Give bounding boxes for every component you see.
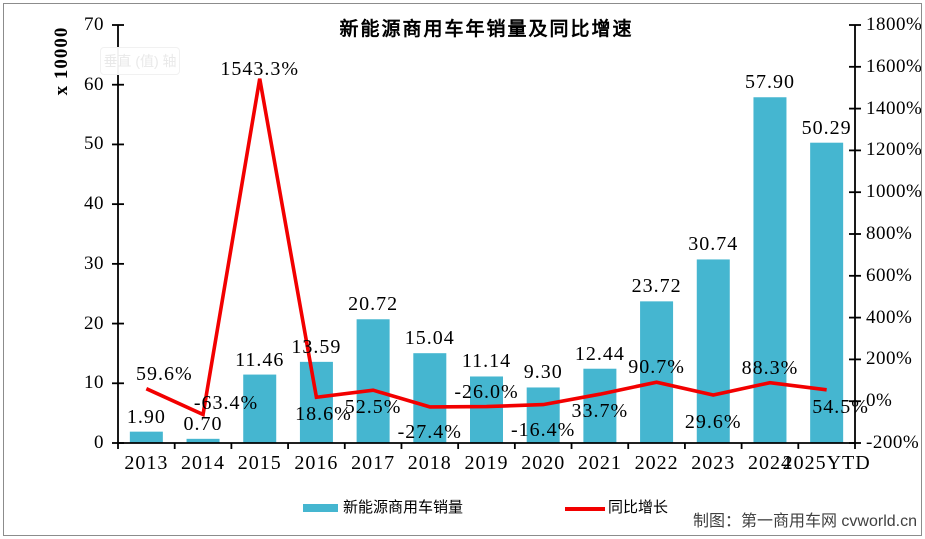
right-axis-tick-label: 800% [866, 223, 913, 244]
growth-line [145, 78, 827, 418]
x-tick-label-2016: 2016 [294, 452, 339, 474]
growth-value-label: 59.6% [136, 362, 193, 385]
left-axis-tick-label: 70 [84, 14, 104, 35]
growth-value-label: 88.3% [741, 356, 799, 379]
attribution-credit: 制图：第一商用车网 cvworld.cn [692, 513, 917, 530]
x-tick-label-2024: 2024 [747, 452, 792, 474]
x-tick-label-2025YTD: 2025YTD [782, 452, 871, 474]
bar-value-label: 15.04 [404, 327, 455, 350]
growth-value-label: 54.5% [812, 395, 869, 418]
growth-value-label: -26.0% [454, 380, 519, 403]
legend-bar-label: 新能源商用车销量 [343, 499, 464, 516]
bar-2017 [356, 319, 390, 443]
x-tick-label-2017: 2017 [351, 452, 396, 474]
bar-value-label: 11.14 [461, 350, 512, 373]
x-tick-label-2013: 2013 [124, 452, 169, 474]
growth-value-label: 18.6% [295, 403, 352, 426]
left-axis-tick-label: 10 [84, 372, 104, 394]
x-tick-label-2020: 2020 [521, 452, 566, 474]
chart-title: 新能源商用车年销量及同比增速 [339, 19, 634, 40]
bar-value-label: 9.30 [523, 361, 563, 384]
right-axis-tick-label: 0% [866, 390, 893, 412]
x-tick-label-2023: 2023 [691, 452, 736, 474]
left-axis-tick-label: 40 [84, 193, 104, 215]
bar-2019 [470, 376, 503, 443]
left-axis-tick-label: 60 [84, 73, 104, 95]
x-tick-label-2018: 2018 [407, 452, 452, 474]
x-tick-label-2019: 2019 [464, 452, 509, 474]
bar-2018 [413, 353, 447, 443]
bar-value-label: 12.44 [574, 342, 625, 365]
bar-2023 [696, 259, 730, 443]
x-tick-label-2022: 2022 [634, 452, 679, 474]
bar-value-label: 1.90 [126, 405, 166, 428]
bar-2016 [299, 361, 333, 443]
legend-line-label: 同比增长 [608, 499, 669, 516]
bar-2013 [129, 431, 163, 443]
growth-value-label: 29.6% [684, 411, 742, 433]
right-axis-tick-label: 600% [866, 264, 913, 286]
legend-bar-swatch [303, 504, 338, 512]
right-axis-tick-label: 1600% [866, 55, 923, 77]
bar-2015 [243, 374, 277, 443]
bar-value-label: 23.72 [631, 275, 682, 298]
bar-value-label: 0.70 [183, 412, 223, 435]
left-axis-tick-label: 0 [94, 432, 104, 453]
bar-value-label: 50.29 [801, 116, 852, 139]
bar-2021 [583, 368, 617, 443]
growth-value-label: 1543.3% [220, 57, 300, 80]
bar-2024 [753, 97, 787, 444]
growth-value-label: 52.5% [344, 396, 402, 419]
x-tick-label-2021: 2021 [577, 452, 622, 474]
bar-2020 [526, 387, 560, 443]
growth-value-label: 90.7% [628, 356, 685, 379]
x-tick-label-2014: 2014 [181, 452, 226, 474]
right-axis-tick-label: 1800% [866, 14, 923, 35]
left-axis-tick-label: 50 [84, 133, 104, 155]
right-axis-tick-label: -200% [866, 432, 920, 453]
x-tick-label-2015: 2015 [237, 452, 282, 474]
growth-value-label: -16.4% [511, 418, 576, 441]
legend-line-swatch [565, 507, 605, 511]
growth-value-label: 33.7% [571, 400, 629, 423]
bar-value-label: 13.59 [291, 335, 342, 358]
right-axis-tick-label: 1000% [866, 181, 923, 203]
bar-value-label: 20.72 [348, 293, 399, 316]
right-axis-tick-label: 1200% [866, 139, 923, 161]
bar-value-label: 11.46 [235, 348, 285, 371]
bar-2014 [186, 438, 220, 443]
right-axis-tick-label: 200% [866, 348, 913, 370]
axis-watermark-box: 垂直 (值) 轴 [100, 47, 180, 75]
bar-value-label: 30.74 [688, 233, 739, 256]
bar-2025YTD [810, 142, 844, 444]
left-axis-tick-label: 30 [84, 252, 104, 274]
bar-2022 [640, 301, 674, 443]
right-axis-tick-label: 400% [866, 306, 913, 328]
growth-value-label: -63.4% [193, 392, 259, 415]
left-axis-tick-label: 20 [84, 312, 104, 334]
bar-value-label: 57.90 [744, 71, 795, 94]
growth-value-label: -27.4% [397, 420, 462, 443]
right-axis-tick-label: 1400% [866, 97, 923, 119]
